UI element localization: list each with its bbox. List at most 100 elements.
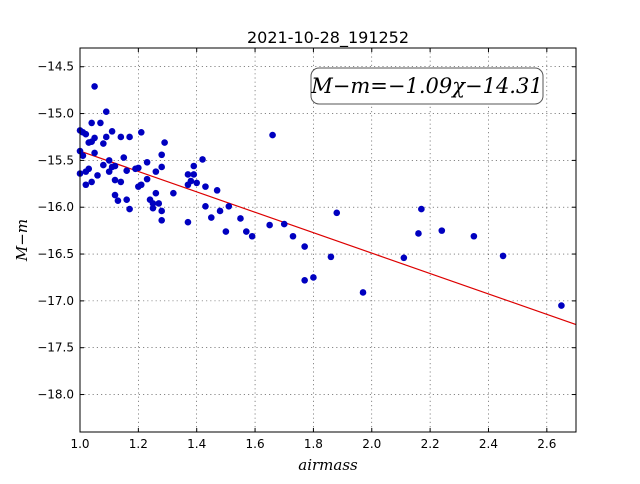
- data-point: [114, 197, 122, 204]
- data-point: [190, 171, 198, 178]
- data-point: [280, 220, 288, 228]
- data-point: [79, 152, 87, 160]
- data-point: [91, 149, 98, 157]
- data-point: [310, 274, 317, 281]
- data-point: [126, 133, 133, 141]
- data-point: [123, 196, 130, 204]
- annotation-box: [310, 67, 544, 105]
- x-axis-label: airmass: [298, 456, 358, 474]
- data-point: [100, 161, 107, 169]
- data-point: [117, 178, 125, 186]
- data-point: [120, 154, 128, 161]
- fit-layer: [79, 150, 577, 326]
- data-point: [123, 167, 130, 174]
- data-point: [289, 232, 297, 240]
- x-tick-label: 1.8: [304, 437, 323, 451]
- y-tick-label: −17.5: [37, 341, 74, 355]
- data-point: [400, 254, 408, 262]
- x-tick-label: 1.2: [129, 437, 148, 451]
- y-tick-label: −17.0: [37, 294, 74, 308]
- data-point: [152, 189, 160, 197]
- y-tick-label: −18.0: [37, 388, 74, 402]
- fit-annotation: M−m=−1.09χ−14.31: [310, 67, 544, 105]
- data-point: [111, 191, 119, 199]
- data-point: [88, 119, 95, 127]
- y-tick-label: −14.5: [37, 60, 74, 74]
- data-point: [558, 302, 565, 309]
- data-point: [243, 228, 250, 235]
- data-point: [88, 178, 95, 186]
- data-point: [111, 176, 119, 184]
- data-point: [137, 181, 145, 189]
- data-point: [97, 119, 104, 127]
- data-point: [213, 187, 221, 194]
- x-tick-label: 2.0: [362, 437, 381, 451]
- y-tick-label: −15.5: [37, 153, 74, 167]
- data-point: [301, 276, 308, 284]
- x-tick-label: 2.4: [479, 437, 498, 451]
- plot-frame: [79, 47, 577, 433]
- data-point: [100, 140, 107, 147]
- data-point: [207, 214, 215, 221]
- data-point: [158, 207, 165, 215]
- data-point: [82, 130, 90, 138]
- data-point: [193, 179, 201, 187]
- data-point: [415, 230, 422, 237]
- data-point: [266, 221, 273, 229]
- grid: [80, 48, 576, 432]
- y-tick-label: −16.0: [37, 200, 74, 214]
- data-point: [237, 215, 244, 222]
- data-point: [126, 205, 133, 213]
- fit-line: [79, 150, 577, 326]
- data-point: [158, 163, 165, 171]
- data-point: [105, 157, 113, 164]
- data-point: [248, 232, 256, 240]
- x-tick-label: 1.0: [70, 437, 89, 451]
- data-point: [111, 162, 119, 170]
- data-point: [199, 156, 206, 163]
- plot-area: [80, 48, 576, 432]
- data-point: [158, 151, 165, 159]
- chart-title: 2021-10-28_191252: [247, 28, 409, 48]
- data-point: [470, 232, 478, 240]
- data-point: [155, 200, 163, 207]
- x-tick-label: 2.2: [421, 437, 440, 451]
- data-point: [202, 183, 209, 190]
- data-point: [359, 289, 367, 296]
- data-point: [499, 252, 507, 260]
- y-tick-label: −16.5: [37, 247, 74, 261]
- data-point: [301, 243, 308, 250]
- data-point: [135, 164, 142, 172]
- x-tick-label: 1.4: [187, 437, 206, 451]
- data-point: [102, 133, 110, 141]
- data-point: [438, 227, 446, 234]
- data-point: [85, 165, 93, 173]
- data-point: [327, 253, 335, 261]
- data-point: [82, 181, 90, 189]
- data-point: [202, 202, 209, 210]
- x-tick-label: 2.6: [537, 437, 556, 451]
- data-point: [418, 205, 425, 213]
- data-point: [94, 172, 101, 179]
- data-point: [137, 128, 145, 136]
- data-point: [269, 131, 276, 139]
- data-point: [190, 162, 198, 170]
- data-point: [117, 133, 125, 141]
- fit-equation: M−m=−1.09χ−14.31: [310, 74, 542, 98]
- data-point: [184, 171, 192, 178]
- data-point: [225, 202, 233, 210]
- x-tick-label: 1.6: [246, 437, 265, 451]
- data-point: [187, 177, 195, 185]
- data-point: [143, 175, 151, 183]
- data-point: [158, 217, 165, 224]
- data-point: [149, 204, 157, 212]
- data-point: [161, 139, 168, 146]
- data-point: [333, 209, 341, 217]
- ticks: 1.0 1.2 1.4 1.6 1.8 2.0 2.2 2.4 2.6 −14.5 −15.0 −15…: [37, 48, 576, 451]
- data-point: [216, 207, 224, 215]
- data-point: [222, 228, 230, 235]
- data-point: [143, 158, 151, 166]
- data-point: [108, 128, 116, 135]
